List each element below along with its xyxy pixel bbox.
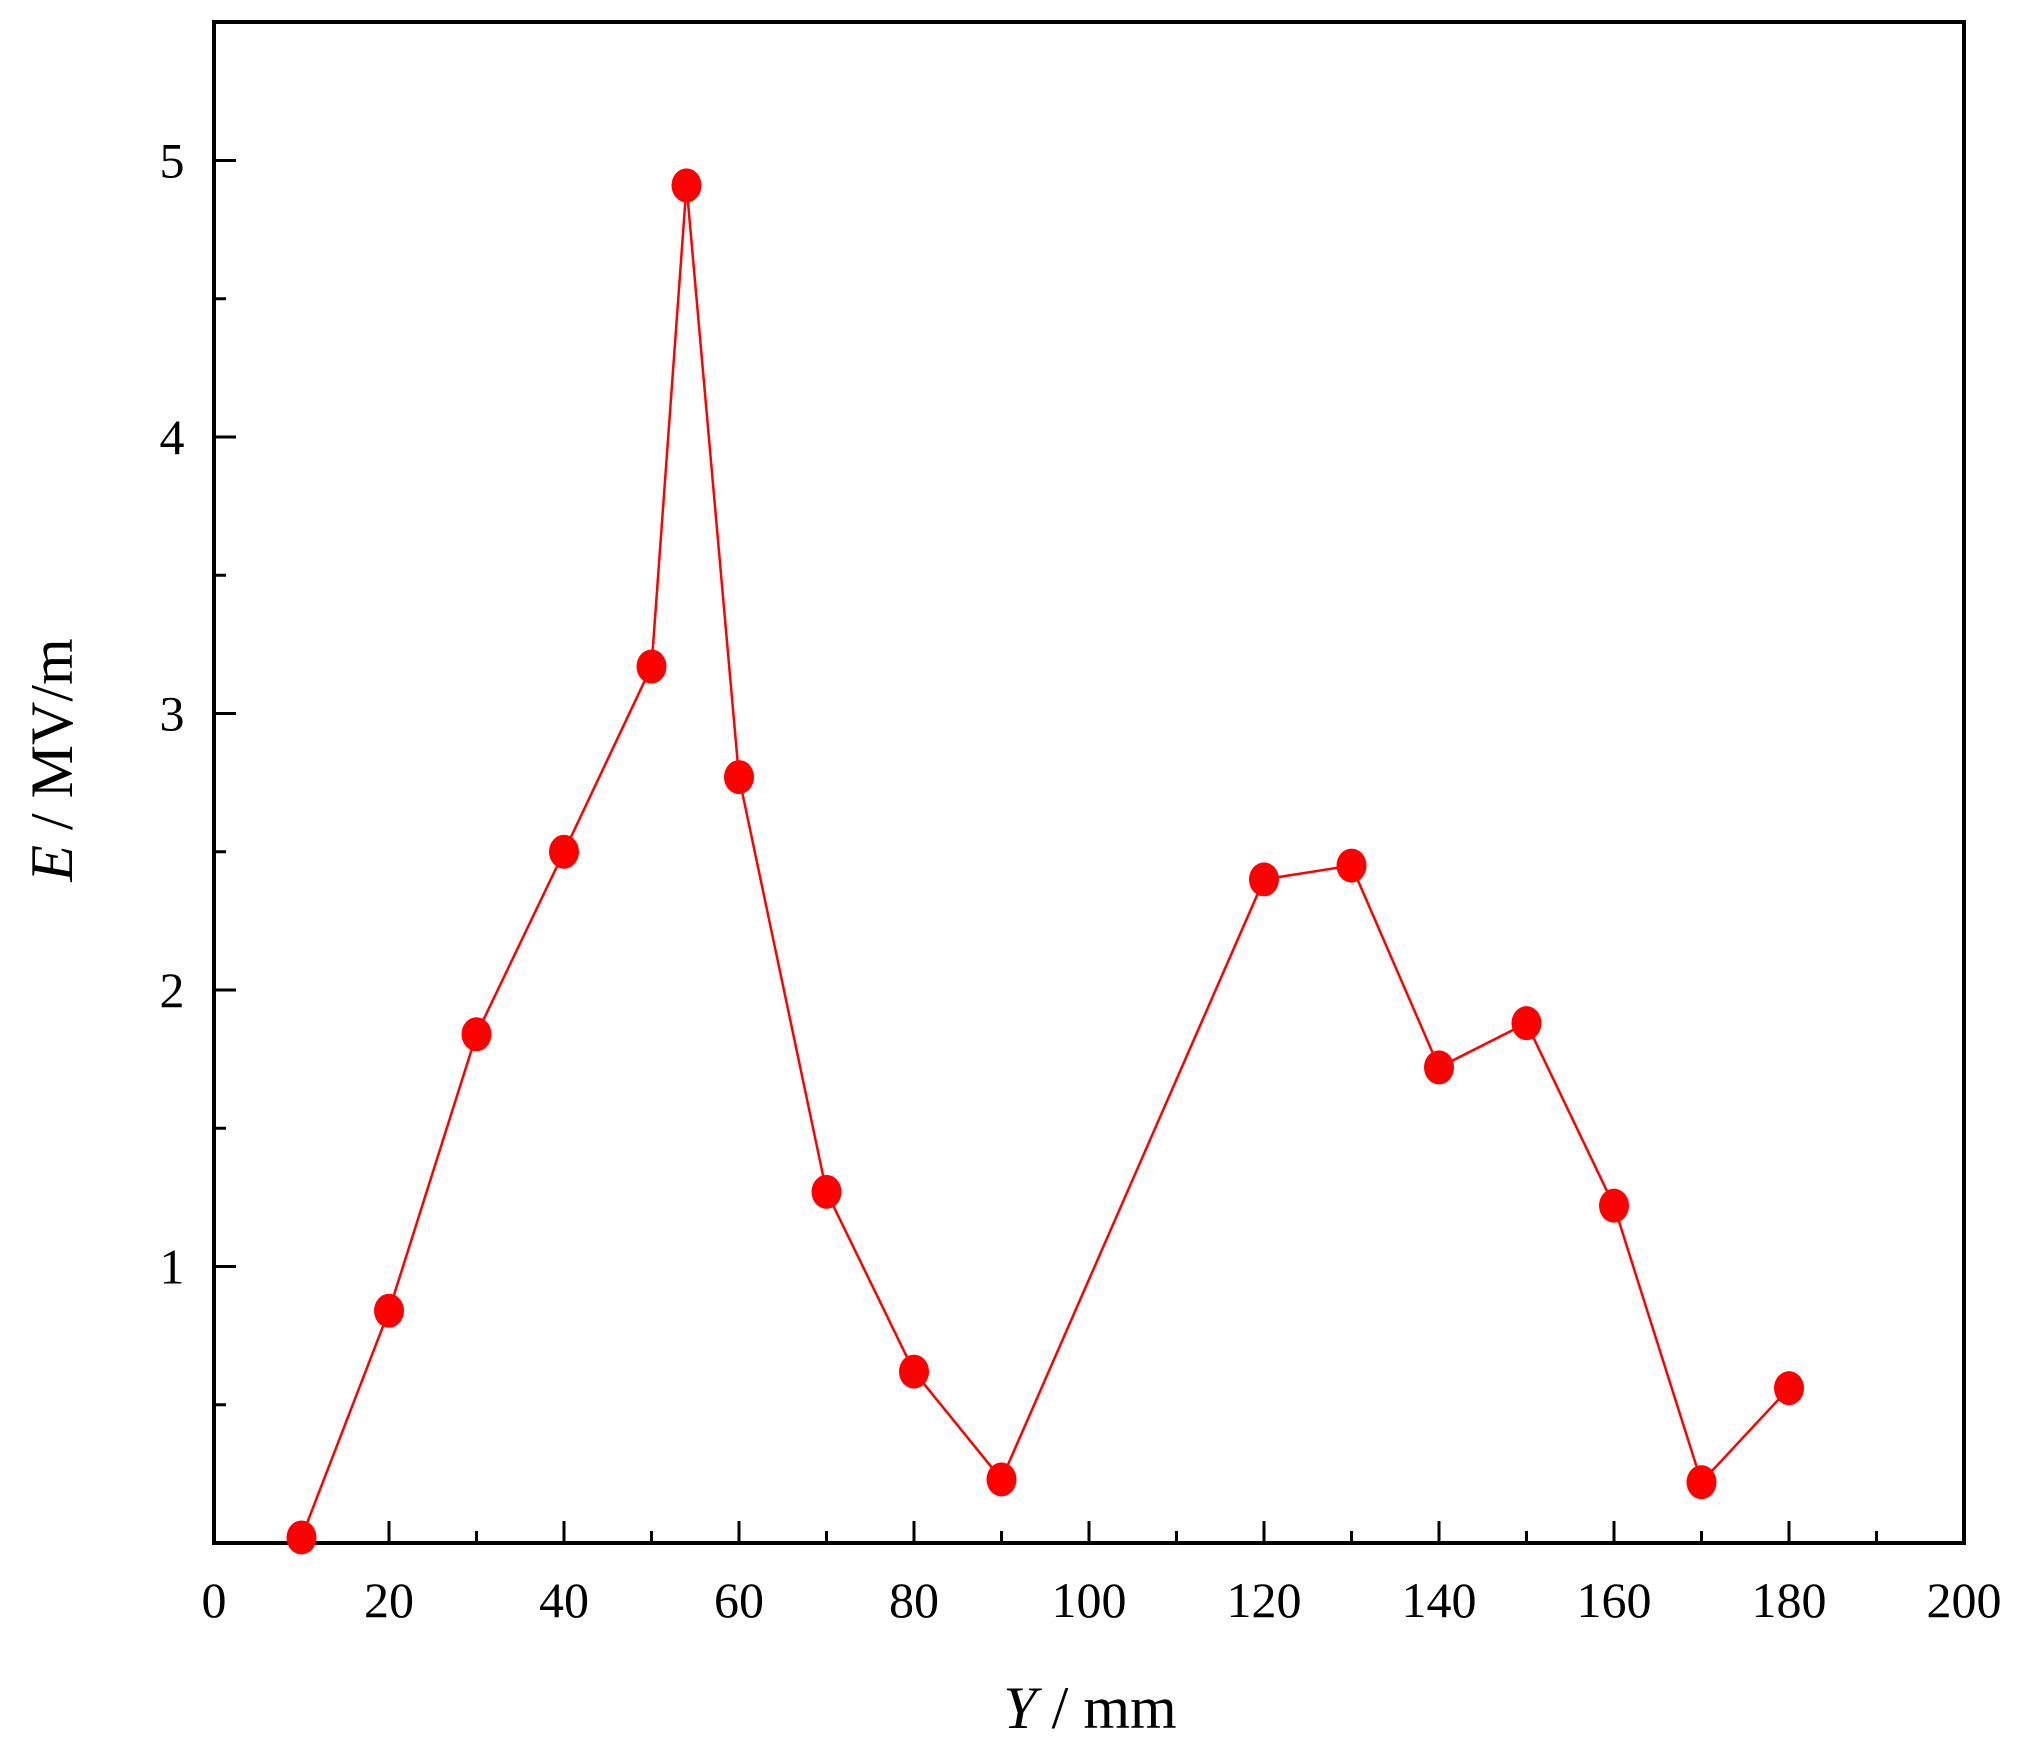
data-point	[811, 1174, 842, 1209]
x-tick-label: 120	[1227, 1572, 1302, 1628]
data-point	[1336, 848, 1367, 883]
x-tick-label: 80	[889, 1572, 939, 1628]
y-tick-label: 4	[160, 409, 185, 465]
y-tick-label: 5	[160, 133, 185, 189]
y-tick-label: 3	[160, 686, 185, 742]
data-point	[461, 1017, 492, 1052]
x-tick-label: 20	[364, 1572, 414, 1628]
x-tick-label: 0	[202, 1572, 227, 1628]
data-point	[986, 1462, 1017, 1497]
plot-frame	[212, 20, 1966, 1545]
plot-border	[212, 20, 1966, 1545]
x-tick-label: 160	[1577, 1572, 1652, 1628]
y-axis-label: E / MV/m	[19, 638, 85, 882]
data-points	[286, 168, 1804, 1555]
data-point	[549, 834, 579, 869]
series-line	[300, 184, 1790, 1538]
data-point	[1511, 1006, 1542, 1041]
x-tick-label: 40	[539, 1572, 589, 1628]
data-point	[1686, 1465, 1717, 1500]
y-tick-label: 1	[160, 1239, 185, 1295]
data-point	[899, 1354, 929, 1389]
data-point	[374, 1293, 404, 1328]
x-tick-label: 60	[714, 1572, 764, 1628]
data-point	[671, 168, 702, 203]
data-point	[1599, 1188, 1629, 1223]
data-point	[1774, 1371, 1804, 1406]
x-tick-label: 100	[1052, 1572, 1127, 1628]
x-tick-label: 200	[1927, 1572, 2002, 1628]
data-point	[636, 649, 667, 684]
data-point	[1424, 1050, 1454, 1085]
series-polyline	[300, 184, 1790, 1538]
x-axis-label: Y / mm	[1003, 1675, 1176, 1741]
data-point	[1249, 862, 1279, 897]
x-tick-label: 180	[1752, 1572, 1827, 1628]
x-axis-ticks: 0 20 40 60 80 100 120 140 160 180 200	[202, 1521, 2002, 1628]
x-tick-label: 140	[1402, 1572, 1477, 1628]
y-axis-ticks: 1 2 3 4 5	[160, 133, 236, 1407]
data-point	[286, 1520, 317, 1555]
y-tick-label: 2	[160, 962, 185, 1018]
data-point	[724, 760, 754, 795]
